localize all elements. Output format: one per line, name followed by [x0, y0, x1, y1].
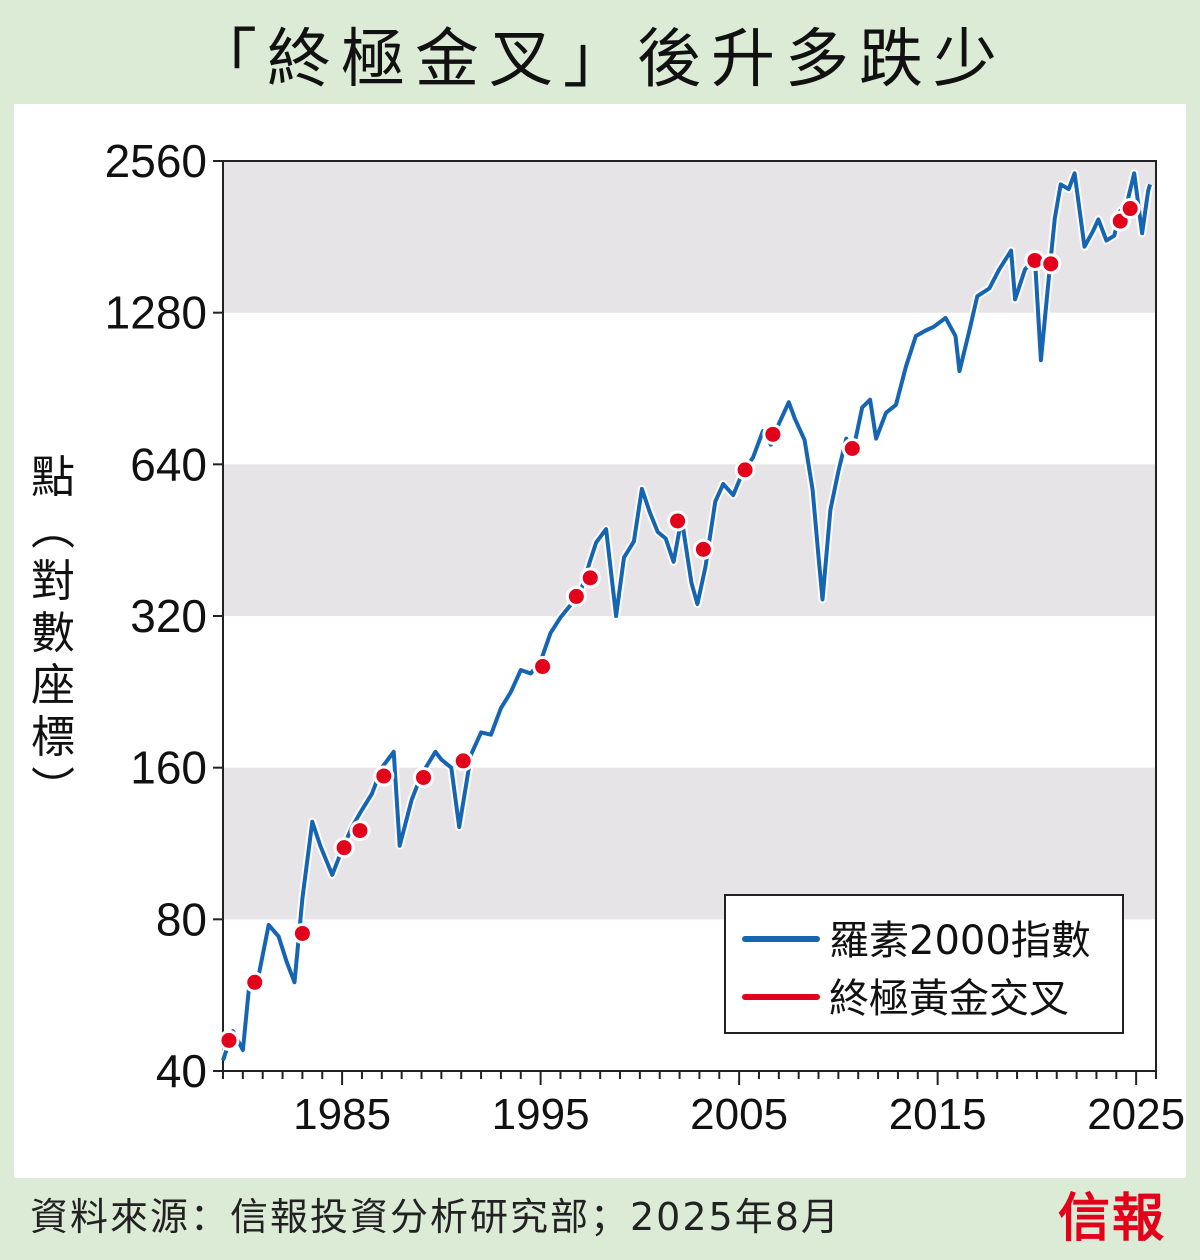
- x-tick-label: 2005: [690, 1090, 788, 1139]
- golden-cross-point: [452, 750, 474, 772]
- background-bands: [223, 161, 1156, 920]
- y-axis-label-char: 標: [31, 712, 75, 763]
- golden-cross-point: [762, 423, 784, 445]
- source-note: 資料來源：信報投資分析研究部；2025年8月: [30, 1195, 841, 1239]
- golden-cross-markers: [218, 198, 1141, 1051]
- golden-cross-point: [218, 1029, 240, 1051]
- golden-cross-point: [1040, 253, 1062, 275]
- golden-cross-point: [565, 585, 587, 607]
- golden-cross-point: [333, 837, 355, 859]
- golden-cross-point: [841, 438, 863, 460]
- legend-label-index: 羅素2000指數: [829, 918, 1091, 964]
- chart-title: 「終極金叉」後升多跌少: [193, 23, 1007, 97]
- golden-cross-point: [291, 922, 313, 944]
- y-axis-label-char: ︵: [31, 504, 75, 555]
- y-axis-label: 點 ︵ 對數座標 ︶: [28, 452, 78, 816]
- y-tick-label: 40: [156, 1045, 207, 1097]
- golden-cross-point: [692, 538, 714, 560]
- y-tick-label: 160: [130, 742, 207, 794]
- y-axis-label-char: ︶: [31, 764, 75, 815]
- y-axis-label-char: 對: [31, 556, 75, 607]
- y-axis-label-char: 點: [31, 452, 75, 503]
- y-axis-label-char: 座: [31, 660, 75, 711]
- x-tick-label: 2025: [1087, 1090, 1185, 1139]
- golden-cross-point: [532, 656, 554, 678]
- index-line-series: [219, 169, 1154, 1062]
- x-tick-label: 2015: [889, 1090, 987, 1139]
- axes: 40 80 160 320 640 1280 2560 1985 1995 2005 2015 202…: [105, 135, 1185, 1139]
- golden-cross-point: [667, 510, 689, 532]
- publisher-logo: 信報: [1057, 1188, 1166, 1249]
- y-tick-label: 320: [130, 590, 207, 642]
- chart-panel: 40 80 160 320 640 1280 2560 1985 1995 2005 2015 202…: [14, 104, 1186, 1178]
- chart-svg: 40 80 160 320 640 1280 2560 1985 1995 2005 2015 202…: [105, 135, 1185, 1139]
- golden-cross-point: [734, 459, 756, 481]
- x-tick-label: 1995: [492, 1090, 590, 1139]
- y-tick-label: 1280: [105, 287, 207, 339]
- golden-cross-point: [349, 820, 371, 842]
- golden-cross-point: [579, 567, 601, 589]
- legend-label-cross: 終極黃金交叉: [829, 976, 1069, 1022]
- x-tick-label: 1985: [293, 1090, 391, 1139]
- y-tick-label: 640: [130, 438, 207, 490]
- band-rect: [223, 464, 1156, 616]
- y-tick-label: 80: [156, 893, 207, 945]
- golden-cross-point: [244, 971, 266, 993]
- y-tick-label: 2560: [105, 135, 207, 187]
- legend-box: [724, 894, 1124, 1034]
- index-line: [221, 171, 1152, 1061]
- golden-cross-point: [373, 765, 395, 787]
- golden-cross-point: [412, 766, 434, 788]
- band-rect: [223, 161, 1156, 313]
- y-axis-label-char: 數: [31, 608, 75, 659]
- golden-cross-point: [1119, 198, 1141, 220]
